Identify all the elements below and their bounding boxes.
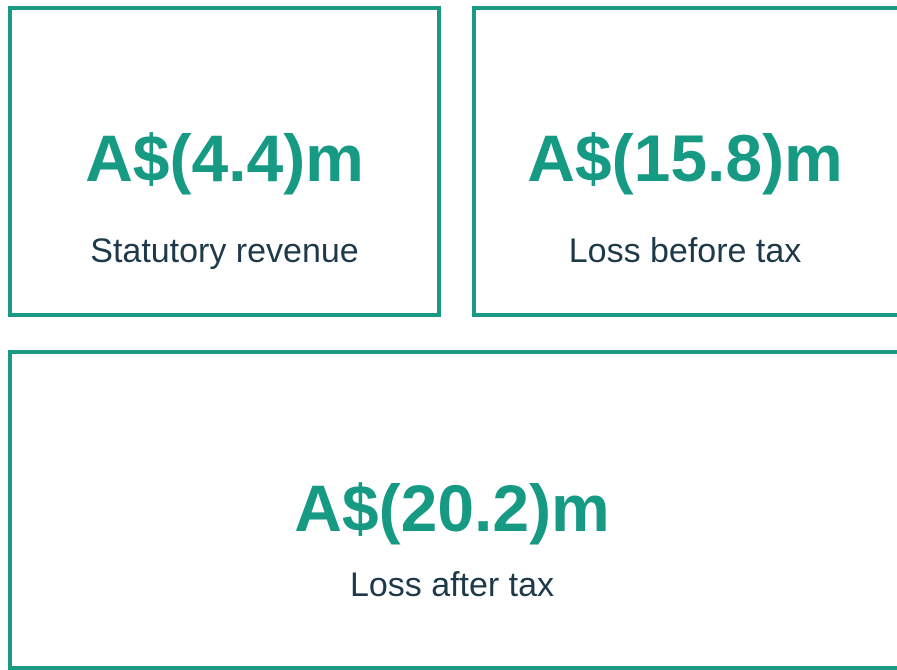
card-label: Loss before tax: [568, 232, 802, 270]
card: A$(15.8)m Loss before tax: [472, 6, 897, 317]
card: A$(20.2)m Loss after tax: [8, 350, 897, 670]
card-label: Loss after tax: [349, 566, 555, 604]
card: A$(4.4)m Statutory revenue: [8, 6, 441, 317]
page: A$(4.4)m Statutory revenue A$(15.8)m Los…: [8, 6, 897, 670]
card-value: A$(15.8)m: [527, 121, 843, 195]
card-value: A$(20.2)m: [294, 471, 610, 545]
card-value: A$(4.4)m: [85, 121, 364, 195]
card-label: Statutory revenue: [90, 232, 359, 270]
